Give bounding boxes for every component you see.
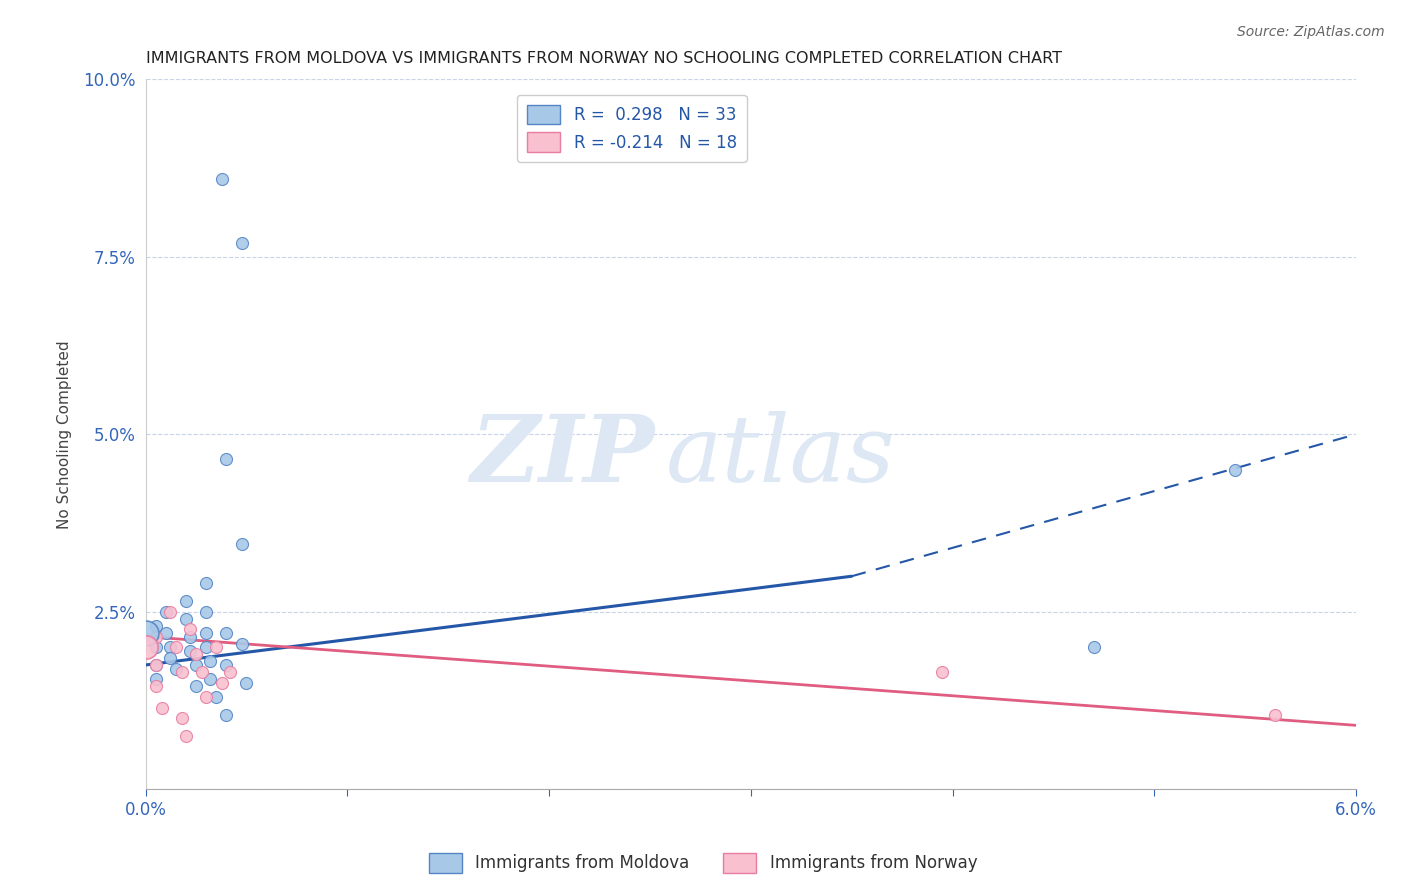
Point — [145, 630, 167, 644]
Point — [145, 658, 167, 673]
Point — [145, 679, 167, 693]
Point — [159, 651, 181, 665]
Point — [235, 675, 257, 690]
Text: ZIP: ZIP — [470, 410, 654, 500]
Point — [145, 658, 167, 673]
Point — [155, 626, 177, 640]
Point — [195, 576, 218, 591]
Point — [215, 626, 238, 640]
Point — [198, 655, 221, 669]
Point — [170, 711, 193, 725]
Point — [174, 612, 197, 626]
Point — [211, 675, 233, 690]
Text: IMMIGRANTS FROM MOLDOVA VS IMMIGRANTS FROM NORWAY NO SCHOOLING COMPLETED CORRELA: IMMIGRANTS FROM MOLDOVA VS IMMIGRANTS FR… — [145, 51, 1062, 66]
Point — [170, 665, 193, 679]
Point — [205, 640, 228, 655]
Point — [195, 605, 218, 619]
Point — [145, 619, 167, 633]
Point — [1264, 707, 1286, 722]
Point — [174, 594, 197, 608]
Point — [179, 623, 201, 637]
Point — [184, 648, 207, 662]
Point — [195, 640, 218, 655]
Point — [145, 672, 167, 686]
Point — [159, 640, 181, 655]
Point — [1223, 463, 1246, 477]
Point — [931, 665, 953, 679]
Point — [231, 537, 253, 551]
Point — [134, 640, 156, 655]
Text: atlas: atlas — [666, 410, 896, 500]
Point — [215, 707, 238, 722]
Point — [134, 626, 156, 640]
Point — [179, 644, 201, 658]
Point — [184, 658, 207, 673]
Legend: Immigrants from Moldova, Immigrants from Norway: Immigrants from Moldova, Immigrants from… — [422, 847, 984, 880]
Point — [198, 672, 221, 686]
Point — [1083, 640, 1105, 655]
Point — [145, 640, 167, 655]
Point — [150, 700, 173, 714]
Point — [195, 690, 218, 704]
Point — [174, 729, 197, 743]
Point — [191, 665, 214, 679]
Point — [165, 640, 187, 655]
Point — [215, 452, 238, 467]
Point — [219, 665, 242, 679]
Point — [165, 661, 187, 675]
Y-axis label: No Schooling Completed: No Schooling Completed — [58, 340, 72, 529]
Text: Source: ZipAtlas.com: Source: ZipAtlas.com — [1237, 25, 1385, 39]
Point — [231, 637, 253, 651]
Legend: R =  0.298   N = 33, R = -0.214   N = 18: R = 0.298 N = 33, R = -0.214 N = 18 — [517, 95, 747, 161]
Point — [211, 171, 233, 186]
Point — [195, 626, 218, 640]
Point — [205, 690, 228, 704]
Point — [155, 605, 177, 619]
Point — [231, 235, 253, 250]
Point — [159, 605, 181, 619]
Point — [179, 630, 201, 644]
Point — [215, 658, 238, 673]
Point — [184, 679, 207, 693]
